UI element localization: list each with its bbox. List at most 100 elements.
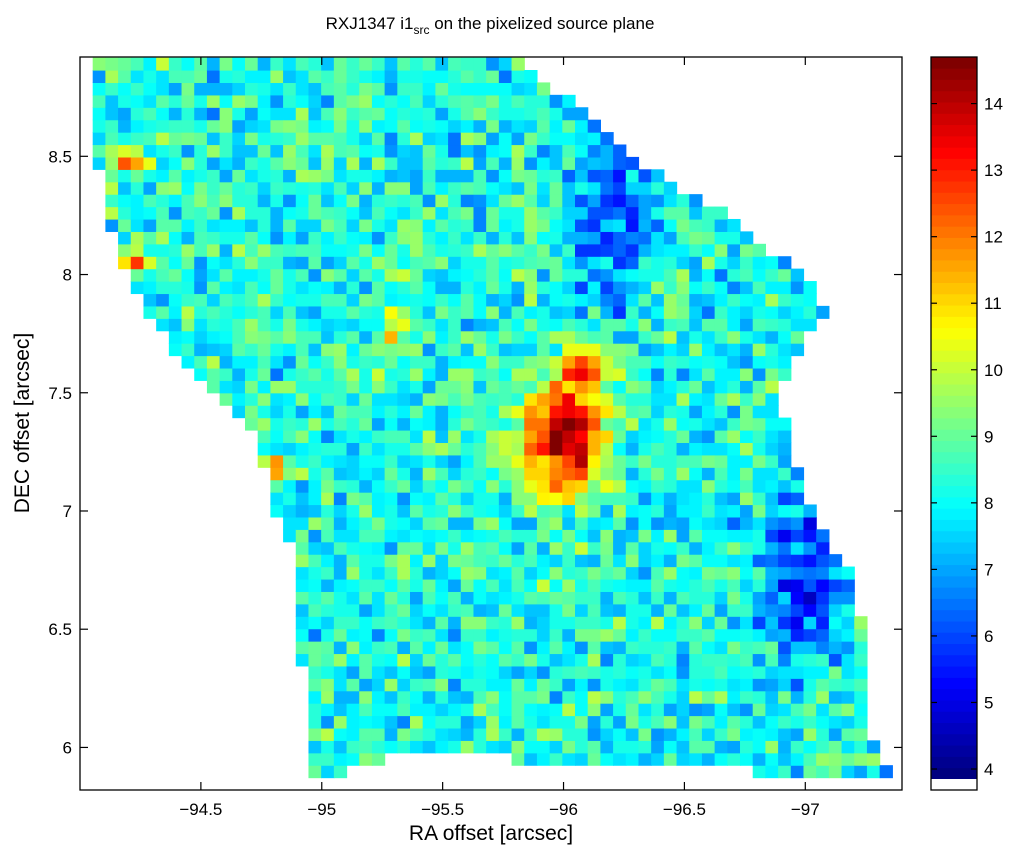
colorbar-tick-label: 13 [984,161,1003,180]
heatmap-cell [714,616,728,630]
heatmap-cell [587,641,601,655]
heatmap-cell [448,703,462,717]
heatmap-cell [562,628,576,642]
heatmap-cell [270,256,284,270]
heatmap-cell [156,156,170,170]
heatmap-cell [651,752,665,766]
heatmap-cell [676,628,690,642]
heatmap-cell [321,690,335,704]
colorbar-band [931,745,977,757]
heatmap-cell [270,305,284,319]
heatmap-cell [473,343,487,357]
heatmap-cell [536,715,551,729]
heatmap-cell [384,467,398,481]
heatmap-cell [790,293,805,307]
heatmap-cell [536,82,551,96]
heatmap-cell [511,206,525,220]
heatmap-cell [765,454,779,468]
heatmap-cell [257,305,271,319]
heatmap-cell [181,305,195,319]
heatmap-cell [689,578,703,592]
heatmap-cell [295,256,310,270]
heatmap-cell [333,504,348,518]
heatmap-cell [156,206,170,220]
heatmap-cell [714,628,728,642]
heatmap-cell [359,430,373,444]
heatmap-cell [397,442,411,456]
heatmap-cell [232,343,246,357]
heatmap-cell [333,628,348,642]
heatmap-cell [359,591,373,605]
heatmap-cell [473,194,487,208]
heatmap-cell [778,690,792,704]
heatmap-cell [359,690,373,704]
heatmap-cell [752,479,766,493]
heatmap-cell [587,653,601,667]
heatmap-cell [524,541,538,555]
heatmap-cell [206,132,221,146]
heatmap-cell [625,504,640,518]
heatmap-cell [359,405,373,419]
heatmap-cell [245,256,259,270]
heatmap-cell [575,132,589,146]
heatmap-cell [854,752,868,766]
heatmap-cell [359,603,373,617]
heatmap-cell [460,119,475,133]
heatmap-cell [333,318,348,332]
heatmap-cell [435,591,449,605]
heatmap-cell [168,231,183,245]
heatmap-cell [410,616,424,630]
heatmap-cell [689,343,703,357]
heatmap-cell [448,492,462,506]
heatmap-cell [257,144,271,158]
heatmap-cell [295,566,310,580]
heatmap-cell [321,752,335,766]
heatmap-cell [536,603,551,617]
heatmap-cell [283,144,297,158]
heatmap-cell [270,430,284,444]
heatmap-cell [473,156,487,170]
heatmap-cell [384,529,398,543]
heatmap-cell [524,504,538,518]
heatmap-cell [638,628,652,642]
heatmap-cell [511,566,525,580]
heatmap-cell [651,690,665,704]
heatmap-cell [587,144,601,158]
heatmap-cell [778,305,792,319]
heatmap-cell [245,318,259,332]
heatmap-cell [841,765,855,779]
heatmap-cell [740,554,754,568]
heatmap-cell [346,591,360,605]
heatmap-cell [549,107,563,121]
heatmap-cell [321,281,335,295]
heatmap-cell [613,566,627,580]
heatmap-cell [638,392,652,406]
heatmap-cell [435,343,449,357]
heatmap-cell [371,454,386,468]
heatmap-cell [473,454,487,468]
heatmap-cell [448,541,462,555]
heatmap-cell [752,467,766,481]
heatmap-cell [295,330,310,344]
heatmap-cell [410,94,424,108]
heatmap-cell [701,430,716,444]
heatmap-cell [422,94,436,108]
heatmap-cell [486,417,500,431]
colorbar-band [931,147,977,159]
heatmap-cell [613,169,627,183]
heatmap-cell [625,591,640,605]
heatmap-cell [701,727,716,741]
heatmap-cell [511,169,525,183]
heatmap-cell [549,144,563,158]
heatmap-cell [486,243,500,257]
heatmap-cell [790,529,805,543]
heatmap-cell [333,727,348,741]
heatmap-cell [245,107,259,121]
heatmap-cell [422,343,436,357]
heatmap-cell [130,231,145,245]
heatmap-cell [346,703,360,717]
colorbar-band [931,135,977,148]
heatmap-cell [257,107,271,121]
heatmap-cell [333,752,348,766]
heatmap-cell [778,678,792,692]
